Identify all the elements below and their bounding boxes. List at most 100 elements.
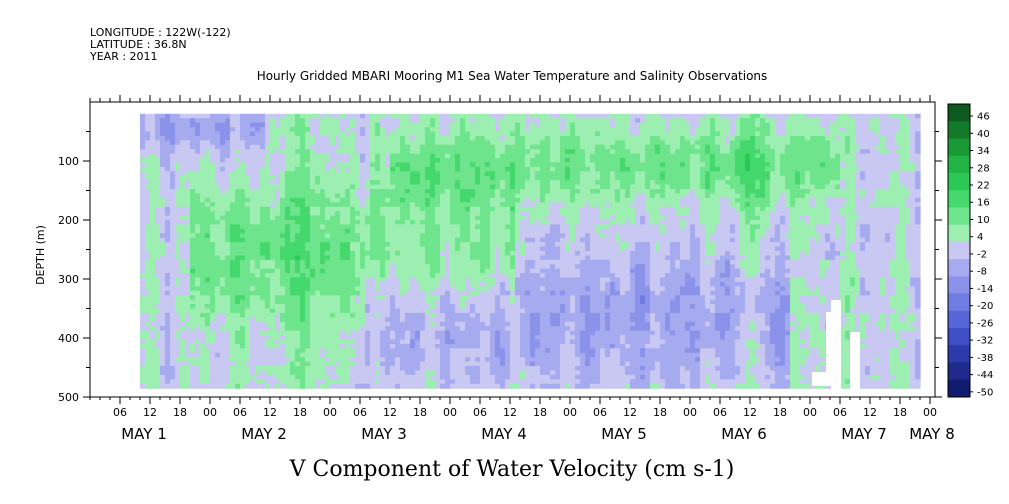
heatmap-cell [160, 259, 166, 265]
heatmap-cell [250, 202, 256, 208]
heatmap-cell [415, 250, 421, 256]
heatmap-cell [310, 308, 316, 314]
heatmap-cell [200, 299, 206, 305]
heatmap-cell [275, 184, 281, 190]
heatmap-cell [290, 175, 296, 181]
heatmap-cell [355, 140, 361, 146]
heatmap-cell [515, 246, 521, 252]
heatmap-cell [535, 268, 541, 274]
heatmap-cell [235, 131, 241, 137]
heatmap-cell [360, 321, 366, 327]
heatmap-cell [360, 113, 366, 119]
heatmap-cell [465, 122, 471, 128]
heatmap-cell [500, 366, 506, 372]
heatmap-cell [295, 299, 301, 305]
heatmap-cell [410, 259, 416, 265]
heatmap-cell [490, 304, 496, 310]
heatmap-cell [170, 184, 176, 190]
heatmap-cell [270, 250, 276, 256]
heatmap-cell [535, 189, 541, 195]
heatmap-cell [510, 250, 516, 256]
heatmap-cell [315, 246, 321, 252]
heatmap-cell [265, 180, 271, 186]
heatmap-cell [300, 233, 306, 239]
heatmap-cell [255, 135, 261, 141]
heatmap-cell [240, 127, 246, 133]
heatmap-cell [265, 158, 271, 164]
heatmap-cell [365, 308, 371, 314]
heatmap-cell [185, 127, 191, 133]
heatmap-cell [475, 211, 481, 217]
heatmap-cell [505, 281, 511, 287]
heatmap-cell [470, 180, 476, 186]
heatmap-cell [300, 335, 306, 341]
heatmap-cell [535, 374, 541, 380]
heatmap-cell [285, 264, 291, 270]
heatmap-cell [435, 308, 441, 314]
heatmap-cell [495, 335, 501, 341]
heatmap-cell [270, 290, 276, 296]
heatmap-cell [190, 330, 196, 336]
heatmap-cell [190, 122, 196, 128]
heatmap-cell [510, 166, 516, 172]
heatmap-cell [340, 233, 346, 239]
heatmap-cell [190, 162, 196, 168]
heatmap-cell [515, 312, 521, 318]
heatmap-cell [330, 193, 336, 199]
heatmap-cell [365, 299, 371, 305]
heatmap-cell [225, 233, 231, 239]
heatmap-cell [305, 330, 311, 336]
heatmap-cell [245, 357, 251, 363]
heatmap-cell [150, 242, 156, 248]
heatmap-cell [420, 242, 426, 248]
heatmap-cell [170, 189, 176, 195]
heatmap-cell [455, 118, 461, 124]
heatmap-cell [150, 255, 156, 261]
heatmap-cell [540, 149, 546, 155]
heatmap-cell [245, 215, 251, 221]
heatmap-cell [510, 277, 516, 283]
heatmap-cell [225, 197, 231, 203]
heatmap-cell [160, 295, 166, 301]
heatmap-cell [225, 113, 231, 119]
heatmap-cell [485, 366, 491, 372]
heatmap-cell [480, 286, 486, 292]
heatmap-cell [260, 299, 266, 305]
heatmap-cell [215, 202, 221, 208]
heatmap-cell [440, 357, 446, 363]
heatmap-cell [240, 339, 246, 345]
heatmap-cell [295, 246, 301, 252]
heatmap-cell [230, 220, 236, 226]
heatmap-cell [255, 118, 261, 124]
heatmap-cell [275, 127, 281, 133]
heatmap-cell [145, 135, 151, 141]
heatmap-cell [330, 295, 336, 301]
heatmap-cell [320, 383, 326, 389]
heatmap-cell [460, 158, 466, 164]
heatmap-cell [355, 233, 361, 239]
heatmap-cell [200, 295, 206, 301]
heatmap-cell [220, 158, 226, 164]
heatmap-cell [425, 250, 431, 256]
heatmap-cell [540, 140, 546, 146]
heatmap-cell [170, 135, 176, 141]
heatmap-cell [195, 264, 201, 270]
heatmap-cell [340, 175, 346, 181]
heatmap-cell [410, 215, 416, 221]
heatmap-cell [175, 264, 181, 270]
heatmap-cell [475, 259, 481, 265]
heatmap-cell [290, 330, 296, 336]
heatmap-cell [475, 264, 481, 270]
heatmap-cell [475, 237, 481, 243]
heatmap-cell [280, 162, 286, 168]
heatmap-cell [325, 281, 331, 287]
heatmap-cell [180, 357, 186, 363]
heatmap-cell [400, 149, 406, 155]
heatmap-cell [210, 268, 216, 274]
heatmap-cell [445, 259, 451, 265]
heatmap-cell [335, 140, 341, 146]
heatmap-cell [300, 242, 306, 248]
heatmap-cell [465, 352, 471, 358]
heatmap-cell [180, 374, 186, 380]
heatmap-cell [445, 228, 451, 234]
